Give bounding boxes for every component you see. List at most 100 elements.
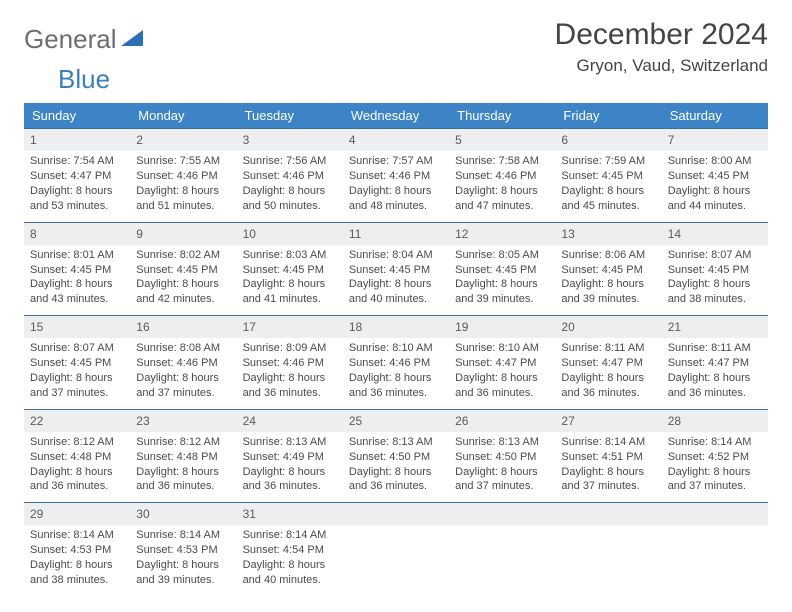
day-line: Sunset: 4:46 PM: [349, 169, 443, 184]
day-details: Sunrise: 8:09 AMSunset: 4:46 PMDaylight:…: [237, 338, 343, 408]
day-cell: [449, 503, 555, 596]
day-number: 4: [343, 129, 449, 151]
day-cell: 14Sunrise: 8:07 AMSunset: 4:45 PMDayligh…: [662, 222, 768, 316]
day-line: Sunrise: 8:13 AM: [455, 435, 549, 450]
day-line: Sunrise: 8:09 AM: [243, 341, 337, 356]
day-line: Daylight: 8 hours: [455, 465, 549, 480]
day-number: 15: [24, 316, 130, 338]
day-details: Sunrise: 8:07 AMSunset: 4:45 PMDaylight:…: [662, 245, 768, 315]
day-line: Daylight: 8 hours: [349, 184, 443, 199]
day-details: Sunrise: 8:10 AMSunset: 4:47 PMDaylight:…: [449, 338, 555, 408]
day-cell: 13Sunrise: 8:06 AMSunset: 4:45 PMDayligh…: [555, 222, 661, 316]
day-line: and 48 minutes.: [349, 199, 443, 214]
day-line: and 50 minutes.: [243, 199, 337, 214]
day-line: Sunset: 4:47 PM: [668, 356, 762, 371]
day-cell: 8Sunrise: 8:01 AMSunset: 4:45 PMDaylight…: [24, 222, 130, 316]
day-line: Sunset: 4:45 PM: [561, 263, 655, 278]
day-number: 23: [130, 410, 236, 432]
day-details: Sunrise: 7:59 AMSunset: 4:45 PMDaylight:…: [555, 151, 661, 221]
day-cell: 17Sunrise: 8:09 AMSunset: 4:46 PMDayligh…: [237, 316, 343, 410]
day-cell: 6Sunrise: 7:59 AMSunset: 4:45 PMDaylight…: [555, 129, 661, 223]
day-line: and 36 minutes.: [455, 386, 549, 401]
day-line: Sunset: 4:51 PM: [561, 450, 655, 465]
day-number-empty: [343, 503, 449, 525]
day-line: and 42 minutes.: [136, 292, 230, 307]
day-details: Sunrise: 8:02 AMSunset: 4:45 PMDaylight:…: [130, 245, 236, 315]
day-line: Sunset: 4:47 PM: [561, 356, 655, 371]
day-details: Sunrise: 8:12 AMSunset: 4:48 PMDaylight:…: [130, 432, 236, 502]
day-line: Sunset: 4:50 PM: [349, 450, 443, 465]
day-line: Daylight: 8 hours: [349, 371, 443, 386]
location-line: Gryon, Vaud, Switzerland: [555, 56, 768, 76]
day-details: Sunrise: 8:14 AMSunset: 4:54 PMDaylight:…: [237, 525, 343, 595]
day-line: Daylight: 8 hours: [136, 184, 230, 199]
day-details: Sunrise: 8:13 AMSunset: 4:49 PMDaylight:…: [237, 432, 343, 502]
day-details: Sunrise: 8:03 AMSunset: 4:45 PMDaylight:…: [237, 245, 343, 315]
day-line: Sunrise: 7:58 AM: [455, 154, 549, 169]
brand-triangle-icon: [121, 28, 143, 51]
day-line: and 37 minutes.: [136, 386, 230, 401]
day-line: Sunset: 4:54 PM: [243, 543, 337, 558]
day-number: 17: [237, 316, 343, 338]
day-details: Sunrise: 8:01 AMSunset: 4:45 PMDaylight:…: [24, 245, 130, 315]
day-details: Sunrise: 8:10 AMSunset: 4:46 PMDaylight:…: [343, 338, 449, 408]
day-cell: 22Sunrise: 8:12 AMSunset: 4:48 PMDayligh…: [24, 409, 130, 503]
day-number: 20: [555, 316, 661, 338]
day-line: Sunrise: 8:11 AM: [561, 341, 655, 356]
day-number: 19: [449, 316, 555, 338]
day-cell: 2Sunrise: 7:55 AMSunset: 4:46 PMDaylight…: [130, 129, 236, 223]
day-cell: 11Sunrise: 8:04 AMSunset: 4:45 PMDayligh…: [343, 222, 449, 316]
day-line: Sunset: 4:45 PM: [668, 263, 762, 278]
day-line: Sunset: 4:45 PM: [668, 169, 762, 184]
weekday-header: Wednesday: [343, 103, 449, 129]
day-cell: 10Sunrise: 8:03 AMSunset: 4:45 PMDayligh…: [237, 222, 343, 316]
day-line: and 36 minutes.: [561, 386, 655, 401]
day-line: and 47 minutes.: [455, 199, 549, 214]
day-line: Daylight: 8 hours: [455, 184, 549, 199]
day-line: and 36 minutes.: [243, 479, 337, 494]
day-line: Daylight: 8 hours: [455, 371, 549, 386]
day-line: Daylight: 8 hours: [349, 277, 443, 292]
day-cell: [343, 503, 449, 596]
day-line: and 43 minutes.: [30, 292, 124, 307]
day-line: Sunrise: 8:07 AM: [668, 248, 762, 263]
day-line: Sunrise: 8:03 AM: [243, 248, 337, 263]
day-line: and 36 minutes.: [243, 386, 337, 401]
day-details: Sunrise: 7:58 AMSunset: 4:46 PMDaylight:…: [449, 151, 555, 221]
day-cell: 19Sunrise: 8:10 AMSunset: 4:47 PMDayligh…: [449, 316, 555, 410]
day-line: and 37 minutes.: [668, 479, 762, 494]
day-details: Sunrise: 8:13 AMSunset: 4:50 PMDaylight:…: [449, 432, 555, 502]
day-cell: 26Sunrise: 8:13 AMSunset: 4:50 PMDayligh…: [449, 409, 555, 503]
day-number: 29: [24, 503, 130, 525]
brand-logo: General: [24, 18, 145, 55]
day-line: Daylight: 8 hours: [243, 371, 337, 386]
day-line: Sunset: 4:46 PM: [243, 356, 337, 371]
day-line: Daylight: 8 hours: [30, 371, 124, 386]
day-cell: 31Sunrise: 8:14 AMSunset: 4:54 PMDayligh…: [237, 503, 343, 596]
day-line: Sunset: 4:45 PM: [349, 263, 443, 278]
day-line: Sunset: 4:45 PM: [243, 263, 337, 278]
day-number: 21: [662, 316, 768, 338]
day-line: and 38 minutes.: [668, 292, 762, 307]
day-details: Sunrise: 8:11 AMSunset: 4:47 PMDaylight:…: [555, 338, 661, 408]
day-number: 16: [130, 316, 236, 338]
day-details: Sunrise: 8:07 AMSunset: 4:45 PMDaylight:…: [24, 338, 130, 408]
day-line: Daylight: 8 hours: [30, 465, 124, 480]
day-line: Daylight: 8 hours: [30, 558, 124, 573]
day-details: Sunrise: 8:11 AMSunset: 4:47 PMDaylight:…: [662, 338, 768, 408]
day-line: Sunrise: 8:10 AM: [349, 341, 443, 356]
day-line: and 36 minutes.: [30, 479, 124, 494]
day-line: Sunset: 4:52 PM: [668, 450, 762, 465]
day-line: and 45 minutes.: [561, 199, 655, 214]
day-line: Sunset: 4:45 PM: [30, 356, 124, 371]
day-line: Daylight: 8 hours: [243, 465, 337, 480]
day-line: Daylight: 8 hours: [243, 184, 337, 199]
day-line: Daylight: 8 hours: [136, 277, 230, 292]
day-line: and 51 minutes.: [136, 199, 230, 214]
day-number: 10: [237, 223, 343, 245]
day-details: Sunrise: 7:54 AMSunset: 4:47 PMDaylight:…: [24, 151, 130, 221]
day-line: Daylight: 8 hours: [668, 184, 762, 199]
day-line: Sunrise: 8:10 AM: [455, 341, 549, 356]
day-number-empty: [449, 503, 555, 525]
day-line: Daylight: 8 hours: [668, 371, 762, 386]
